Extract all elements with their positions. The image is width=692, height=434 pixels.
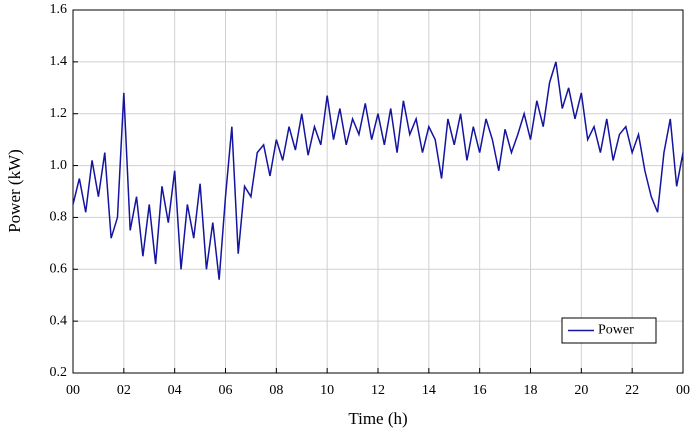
- y-tick-label: 1.6: [50, 2, 68, 17]
- y-tick-label: 0.4: [50, 313, 68, 328]
- y-tick-label: 1.4: [50, 54, 68, 69]
- y-tick-label: 0.2: [50, 365, 68, 380]
- x-tick-label: 12: [371, 383, 385, 398]
- x-axis-label: Time (h): [348, 409, 407, 428]
- x-tick-label: 02: [117, 383, 131, 398]
- y-tick-label: 0.8: [50, 210, 68, 225]
- x-tick-label: 04: [168, 383, 182, 398]
- y-tick-label: 0.6: [50, 262, 68, 277]
- x-tick-label: 20: [574, 383, 588, 398]
- y-tick-label: 1.0: [50, 158, 68, 173]
- x-tick-label: 06: [219, 383, 233, 398]
- plot-frame: [72, 9, 684, 374]
- data-line: [72, 61, 684, 280]
- x-tick-label: 00: [66, 383, 80, 398]
- x-tick-label: 18: [524, 383, 538, 398]
- y-tick-label: 1.2: [50, 106, 68, 121]
- x-tick-label: 00: [676, 383, 690, 398]
- x-tick-label: 10: [320, 383, 334, 398]
- x-tick-label: 22: [625, 383, 639, 398]
- x-tick-label: 08: [269, 383, 283, 398]
- x-tick-label: 14: [422, 383, 436, 398]
- legend-label: Power: [598, 323, 634, 338]
- y-axis-label: Power (kW): [5, 149, 24, 233]
- x-tick-label: 16: [473, 383, 487, 398]
